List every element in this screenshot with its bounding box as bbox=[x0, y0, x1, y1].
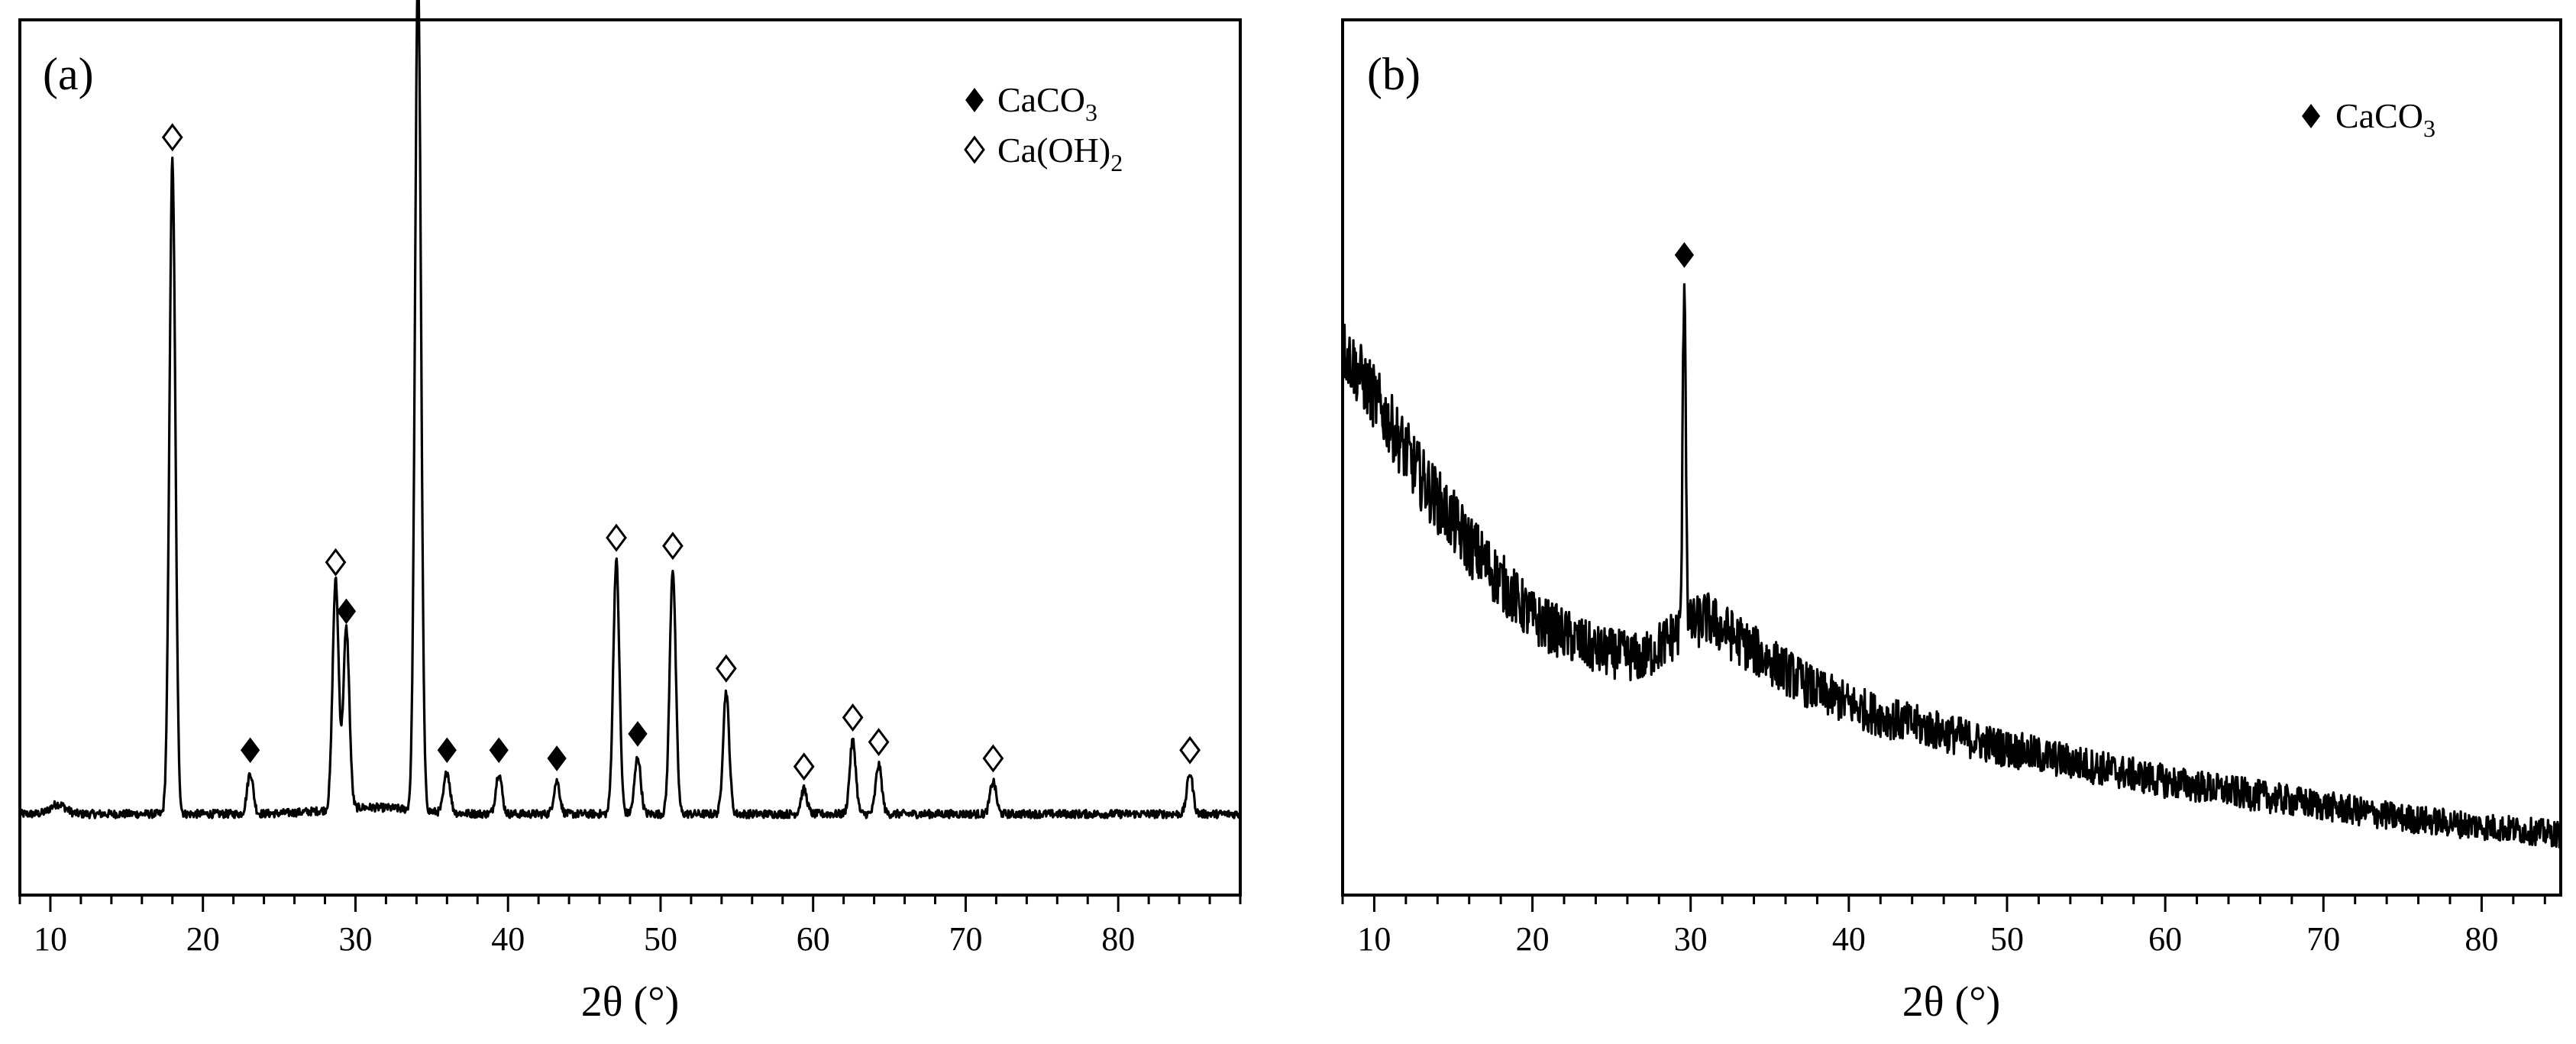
legend-caco3-subscript: 3 bbox=[1085, 99, 1097, 126]
panel-b-frame bbox=[1341, 18, 2562, 897]
caoh2-peak-marker bbox=[325, 548, 347, 577]
panel-b-x-axis-label: 2θ (°) bbox=[1902, 978, 2001, 1026]
x-tick-label: 10 bbox=[34, 920, 67, 958]
x-tick-label: 20 bbox=[1516, 920, 1550, 958]
caco3-peak-marker bbox=[547, 745, 567, 771]
panel-a-ticks bbox=[18, 895, 1242, 912]
x-tick-label: 50 bbox=[644, 920, 677, 958]
panel-a-legend: CaCO3 Ca(OH)2 bbox=[964, 80, 1123, 176]
panel-b-legend: CaCO3 bbox=[2302, 96, 2435, 142]
caco3-peak-marker bbox=[628, 721, 648, 747]
svg-text:Ca(OH)2: Ca(OH)2 bbox=[997, 131, 1123, 176]
panel-a-markers bbox=[161, 123, 1201, 781]
xrd-trace-a bbox=[18, 0, 1242, 819]
panel-b-traces bbox=[1341, 283, 2562, 849]
legend-b-caco3-label: CaCO bbox=[2335, 96, 2423, 135]
caoh2-peak-marker bbox=[1179, 735, 1201, 764]
x-tick-label: 40 bbox=[1832, 920, 1866, 958]
panel-b-markers bbox=[1674, 242, 1695, 268]
svg-text:CaCO3: CaCO3 bbox=[997, 80, 1097, 126]
panel-b: 10 20 30 40 50 60 70 80 (b) 2θ (°) CaCO3 bbox=[1341, 18, 2562, 1026]
caco3-peak-marker bbox=[240, 737, 260, 764]
caco3-peak-marker bbox=[336, 598, 357, 625]
legend-caoh2-subscript: 2 bbox=[1110, 149, 1123, 176]
x-tick-label: 70 bbox=[949, 920, 982, 958]
caoh2-peak-marker bbox=[793, 752, 815, 781]
panel-a-x-axis-label: 2θ (°) bbox=[581, 978, 680, 1026]
x-tick-label: 40 bbox=[491, 920, 525, 958]
caoh2-peak-marker bbox=[161, 123, 183, 152]
x-tick-label: 50 bbox=[1990, 920, 2024, 958]
x-tick-label: 80 bbox=[1101, 920, 1135, 958]
legend-caoh2-label: Ca(OH) bbox=[997, 131, 1110, 170]
svg-text:CaCO3: CaCO3 bbox=[2335, 96, 2435, 142]
caco3-peak-marker bbox=[1674, 242, 1695, 268]
x-tick-label: 20 bbox=[186, 920, 220, 958]
x-tick-label: 60 bbox=[2148, 920, 2182, 958]
caoh2-peak-marker bbox=[662, 532, 684, 561]
caoh2-peak-marker bbox=[868, 728, 890, 757]
legend-item-caco3-b: CaCO3 bbox=[2302, 96, 2435, 142]
caoh2-peak-marker bbox=[606, 523, 627, 552]
caco3-peak-marker bbox=[437, 737, 457, 764]
panel-b-label: (b) bbox=[1367, 49, 1421, 99]
caco3-peak-marker bbox=[489, 737, 509, 764]
panel-a-label: (a) bbox=[43, 49, 94, 99]
legend-caco3-label: CaCO bbox=[997, 80, 1085, 119]
caoh2-peak-marker bbox=[715, 654, 737, 683]
legend-b-caco3-subscript: 3 bbox=[2423, 115, 2435, 142]
panel-b-ticks bbox=[1341, 895, 2546, 912]
caoh2-peak-marker bbox=[842, 703, 864, 732]
x-tick-label: 70 bbox=[2306, 920, 2340, 958]
panel-a-ticklabels: 10 20 30 40 50 60 70 80 bbox=[34, 920, 1135, 958]
legend-item-caco3: CaCO3 bbox=[965, 80, 1097, 126]
x-tick-label: 30 bbox=[338, 920, 372, 958]
panel-a: 10 20 30 40 50 60 70 80 (a) 2θ (°) CaCO3 Ca(OH)… bbox=[18, 0, 1242, 1026]
filled-diamond-icon bbox=[2302, 104, 2320, 128]
x-tick-label: 10 bbox=[1357, 920, 1391, 958]
caoh2-peak-marker bbox=[982, 744, 1004, 773]
panel-b-ticklabels: 10 20 30 40 50 60 70 80 bbox=[1357, 920, 2498, 958]
panel-a-traces bbox=[18, 0, 1242, 819]
x-tick-label: 80 bbox=[2464, 920, 2498, 958]
x-tick-label: 60 bbox=[797, 920, 830, 958]
xrd-trace-b bbox=[1341, 283, 2562, 849]
filled-diamond-icon bbox=[965, 88, 984, 112]
legend-item-caoh2: Ca(OH)2 bbox=[964, 131, 1123, 176]
x-tick-label: 30 bbox=[1674, 920, 1708, 958]
open-diamond-icon bbox=[964, 135, 985, 164]
